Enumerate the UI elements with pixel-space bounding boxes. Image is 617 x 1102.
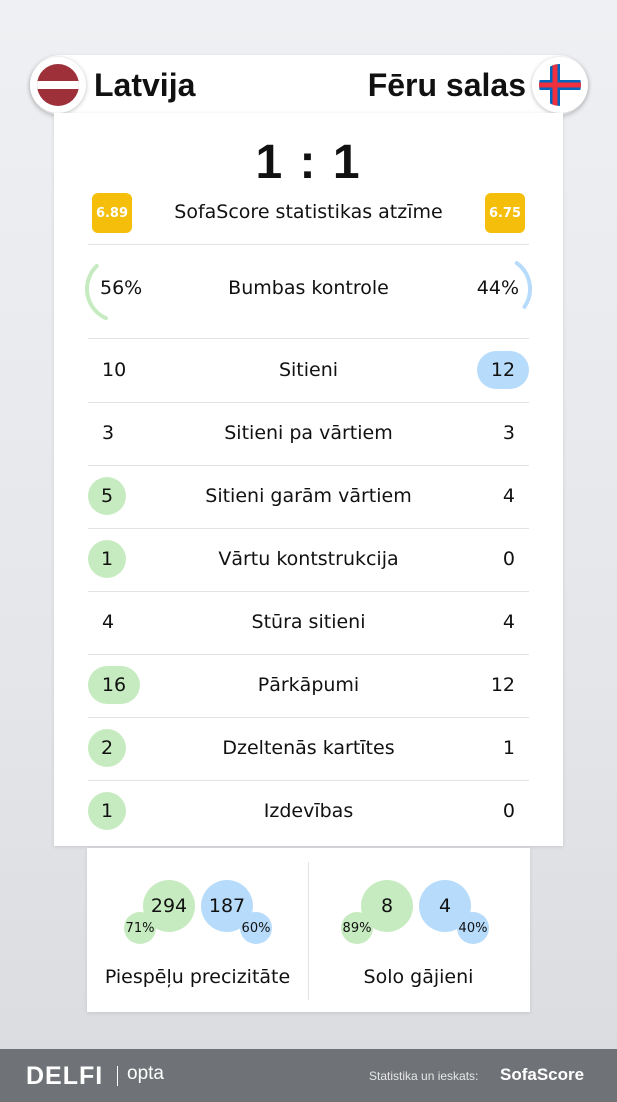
- divider: [88, 654, 529, 655]
- away-dribbles-bubble: 4: [419, 880, 471, 932]
- stat-label: Sitieni garām vārtiem: [205, 485, 412, 507]
- stat-row: Pārkāpumi 16 12: [88, 654, 529, 717]
- stat-label: Stūra sitieni: [251, 611, 366, 633]
- away-team-name: Fēru salas: [367, 67, 526, 103]
- faroe-islands-flag-icon: [532, 57, 588, 113]
- latvia-flag-icon: [30, 57, 86, 113]
- stat-label: Izdevības: [263, 800, 354, 822]
- away-stat-value: 4: [502, 611, 515, 633]
- opta-logo: opta: [127, 1063, 164, 1084]
- rating-row: 6.89 SofaScore statistikas atzīme 6.75: [92, 193, 525, 233]
- divider: [88, 528, 529, 529]
- stat-label: Sitieni pa vārtiem: [224, 422, 393, 444]
- rating-label: SofaScore statistikas atzīme: [174, 201, 443, 223]
- home-stat-value: 4: [102, 611, 115, 633]
- stat-row: Stūra sitieni 4 4: [88, 591, 529, 654]
- home-dribbles-pct-bubble: 89%: [341, 912, 373, 944]
- home-stat-value: 1: [88, 540, 126, 578]
- divider: [88, 780, 529, 781]
- home-stat-value: 10: [102, 359, 127, 381]
- home-rating-badge: 6.89: [92, 193, 132, 233]
- stat-row: Izdevības 1 0: [88, 780, 529, 843]
- delfi-logo: DELFI: [26, 1062, 104, 1090]
- home-stat-value: 2: [88, 729, 126, 767]
- divider: [88, 338, 529, 339]
- stat-label: Sitieni: [278, 359, 339, 381]
- divider: [88, 591, 529, 592]
- stat-row: Dzeltenās kartītes 2 1: [88, 717, 529, 780]
- away-dribbles-pct-bubble: 40%: [457, 912, 489, 944]
- divider: [308, 862, 309, 1000]
- possession-label: Bumbas kontrole: [228, 277, 389, 299]
- away-stat-value: 0: [502, 800, 515, 822]
- divider: [88, 402, 529, 403]
- away-stat-value: 0: [502, 548, 515, 570]
- stat-row: Sitieni pa vārtiem 3 3: [88, 402, 529, 465]
- divider: [88, 465, 529, 466]
- home-stat-value: 5: [88, 477, 126, 515]
- away-possession-value: 44%: [476, 277, 519, 299]
- stats-card: 1 : 1 6.89 SofaScore statistikas atzīme …: [54, 113, 563, 846]
- home-stat-value: 1: [88, 792, 126, 830]
- home-possession-value: 56%: [100, 277, 143, 299]
- bottom-stats-panel: 294 71% 187 60% Piespēļu precizitāte 8 8…: [87, 848, 530, 1012]
- possession-row: 56% Bumbas kontrole 44%: [84, 253, 533, 325]
- match-score: 1 : 1: [255, 136, 362, 189]
- away-stat-value: 12: [490, 674, 515, 696]
- away-stat-value: 1: [502, 737, 515, 759]
- stat-row: Vārtu kontstrukcija 1 0: [88, 528, 529, 591]
- away-possession-arc: [514, 261, 532, 309]
- stat-label: Dzeltenās kartītes: [222, 737, 395, 759]
- stat-label: Pārkāpumi: [257, 674, 360, 696]
- away-passes-pct-bubble: 60%: [240, 912, 272, 944]
- home-team-name: Latvija: [94, 67, 196, 103]
- away-stat-value: 4: [502, 485, 515, 507]
- home-passes-pct-bubble: 71%: [124, 912, 156, 944]
- stat-row: Sitieni 10 12: [88, 339, 529, 402]
- stat-label: Vārtu kontstrukcija: [218, 548, 399, 570]
- footer: DELFI opta Statistika un ieskats: SofaSc…: [0, 1049, 617, 1102]
- divider: [88, 244, 529, 245]
- home-possession-arc: [85, 263, 108, 321]
- passes-label: Piespēļu precizitāte: [104, 966, 291, 988]
- away-stat-value: 3: [502, 422, 515, 444]
- divider: [88, 717, 529, 718]
- away-stat-value: 12: [477, 351, 529, 389]
- sofascore-logo: SofaScore: [500, 1065, 585, 1084]
- home-stat-value: 3: [102, 422, 115, 444]
- footer-credit: Statistika un ieskats:: [369, 1069, 479, 1083]
- dribbles-label: Solo gājieni: [363, 966, 474, 988]
- stat-row: Sitieni garām vārtiem 5 4: [88, 465, 529, 528]
- footer-divider: [117, 1066, 118, 1086]
- match-header: Latvija Fēru salas: [30, 55, 588, 115]
- away-rating-badge: 6.75: [485, 193, 525, 233]
- home-stat-value: 16: [88, 666, 140, 704]
